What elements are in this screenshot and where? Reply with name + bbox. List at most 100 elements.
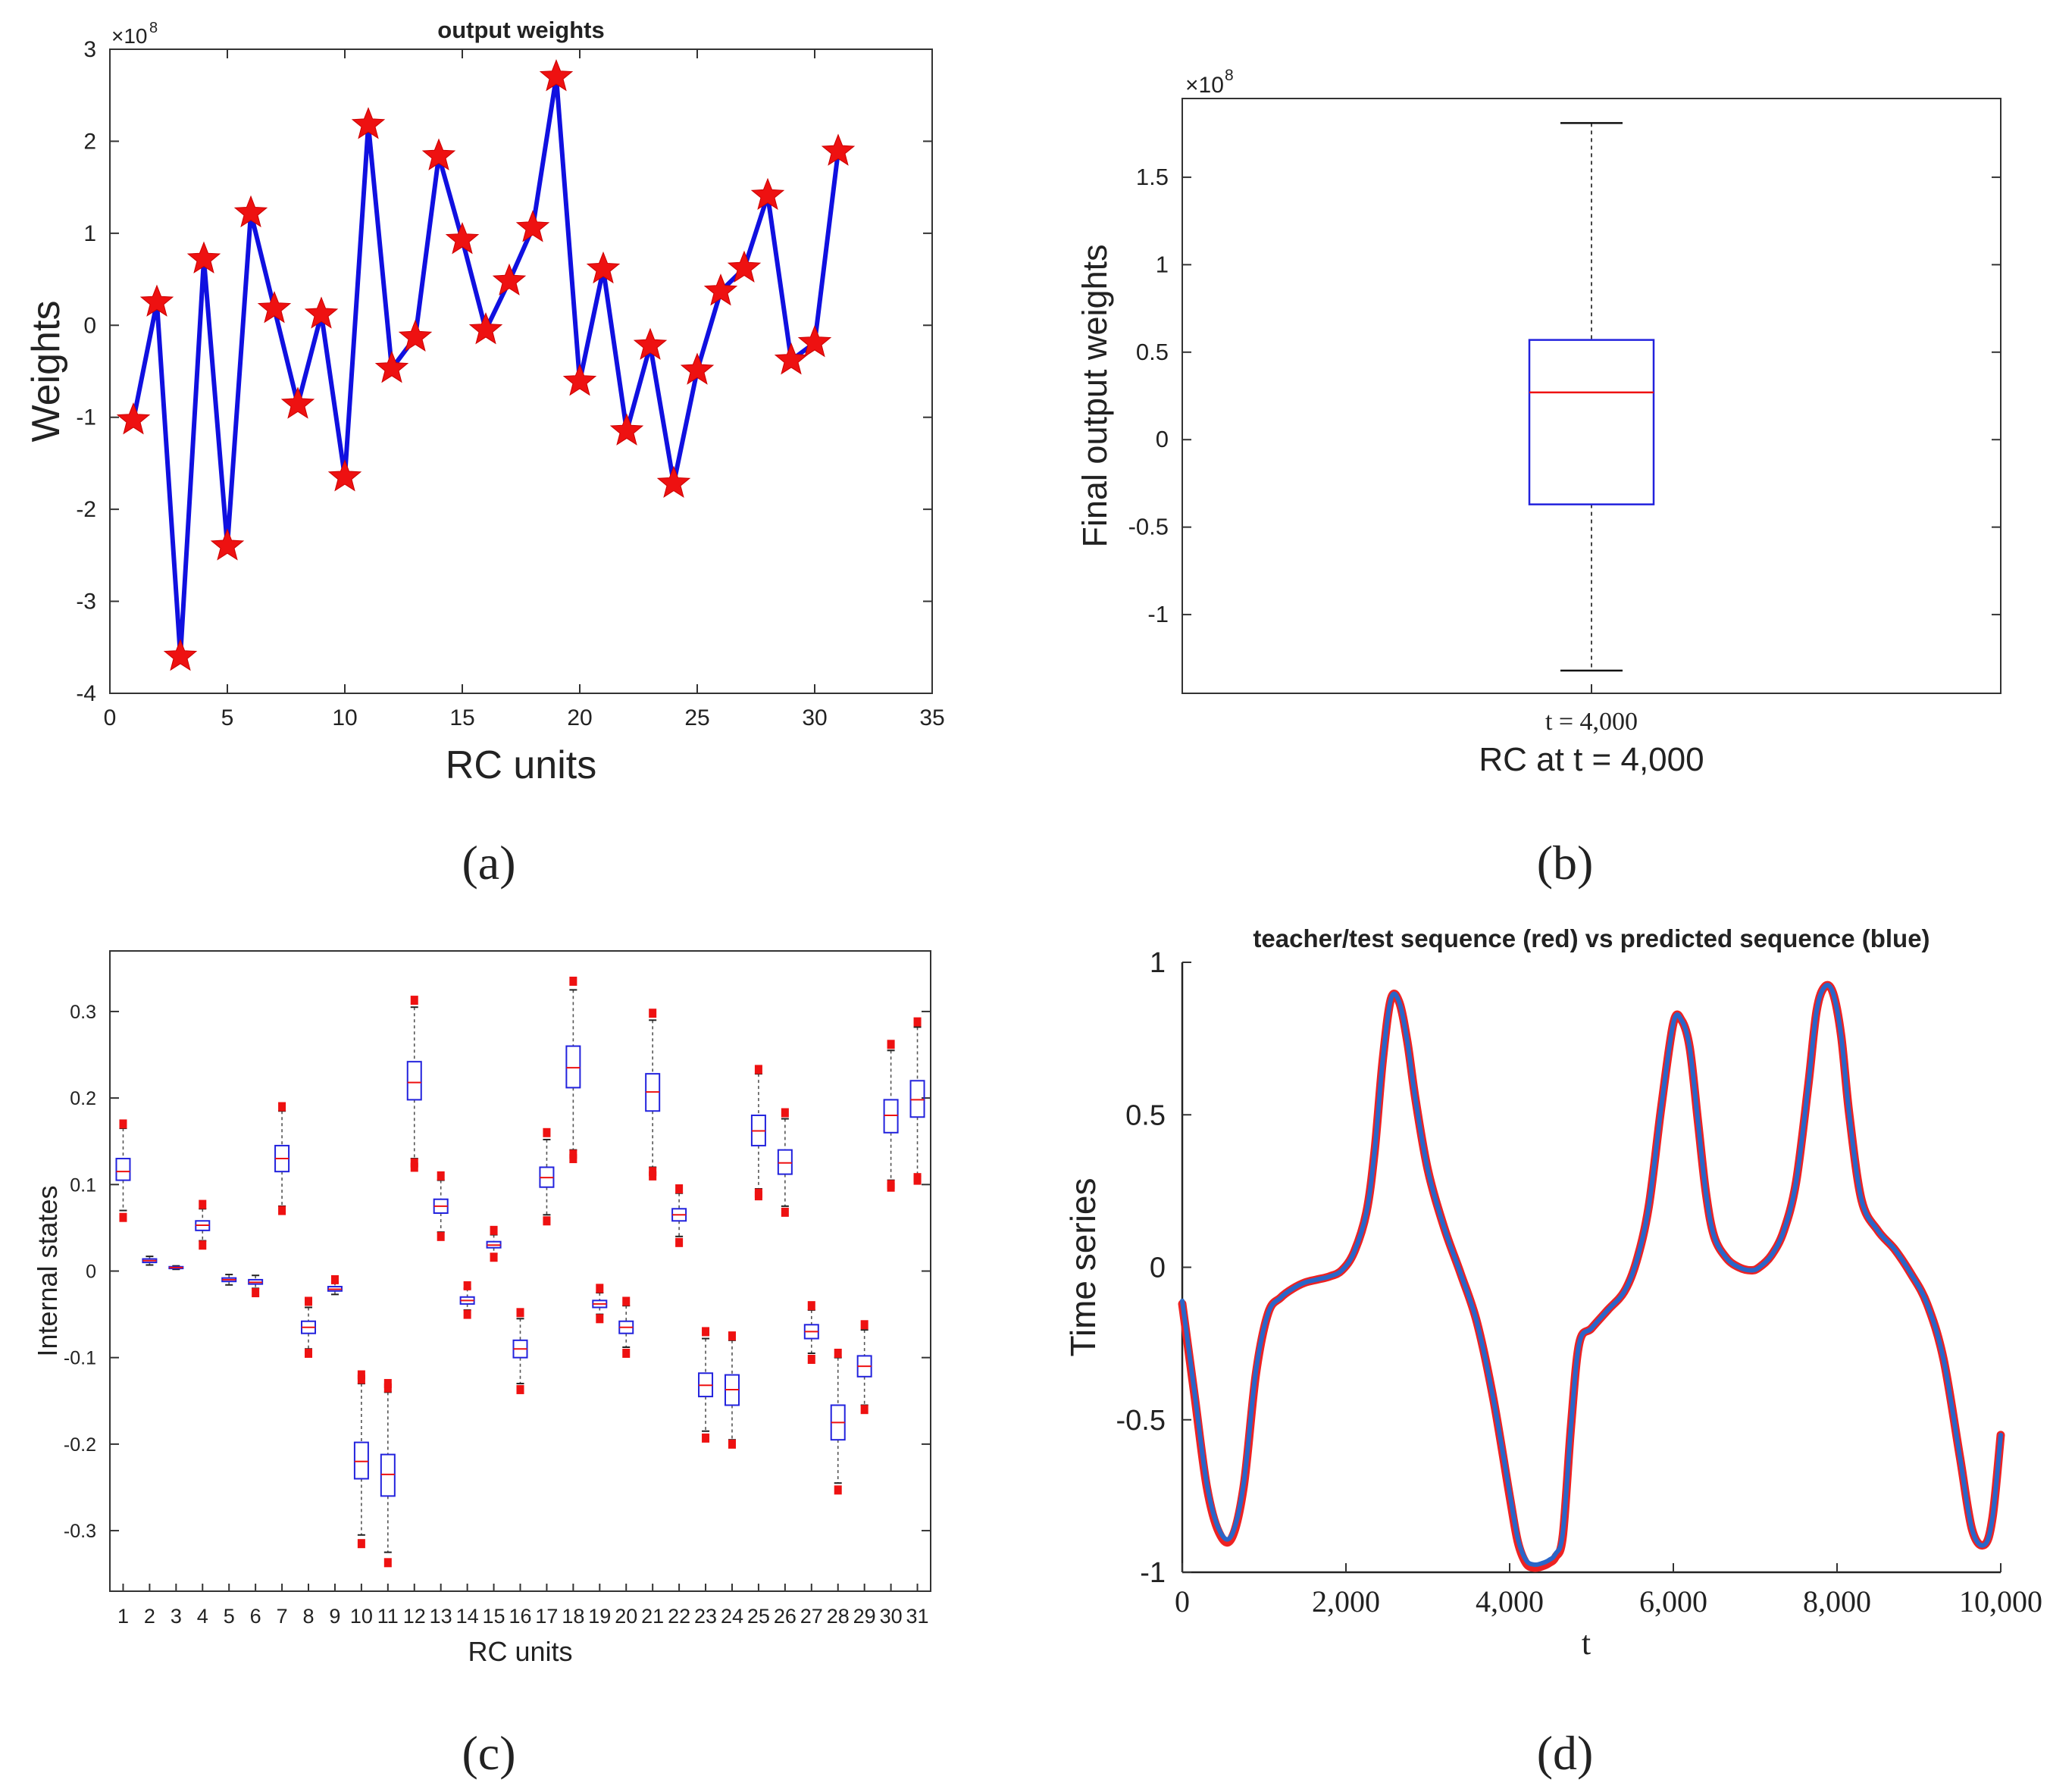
x-tick-label: 7 bbox=[277, 1605, 288, 1628]
weight-marker bbox=[821, 133, 856, 166]
box-iqr bbox=[909, 1080, 925, 1118]
y-tick-label: -3 bbox=[76, 590, 96, 615]
box-outlier bbox=[675, 1237, 684, 1247]
x-tick-label: 18 bbox=[562, 1605, 584, 1628]
panel-label-d: (d) bbox=[1537, 1726, 1594, 1780]
box-outlier bbox=[754, 1188, 762, 1198]
x-tick-label: 0 bbox=[1175, 1584, 1190, 1618]
box-iqr bbox=[406, 1061, 422, 1101]
weight-marker bbox=[304, 296, 339, 329]
box-outlier bbox=[913, 1017, 922, 1027]
x-tick-label: 25 bbox=[747, 1605, 770, 1628]
box-outlier bbox=[649, 1167, 657, 1177]
panel-a-chart: 0 5 10 15 20 25 30 35 -4 -3 -2 -1 0 1 2 3 ×10 8 output wei… bbox=[24, 17, 945, 787]
y-tick-label: -0.1 bbox=[64, 1348, 96, 1369]
x-tick-label: 27 bbox=[800, 1605, 823, 1628]
box-outlier bbox=[913, 1173, 922, 1183]
x-axis-label: RC units bbox=[446, 743, 596, 787]
x-tick-label: 5 bbox=[221, 705, 234, 730]
y-tick-label: 1 bbox=[1156, 251, 1169, 277]
x-tick-label: 17 bbox=[535, 1605, 558, 1628]
box-outlier bbox=[278, 1102, 286, 1112]
chart-title: teacher/test sequence (red) vs predicted… bbox=[1253, 924, 1930, 952]
y-tick-label: -1 bbox=[1140, 1557, 1166, 1589]
weight-marker bbox=[468, 312, 503, 345]
x-tick-label: 8,000 bbox=[1803, 1584, 1871, 1618]
y-tick-label: 0 bbox=[1156, 426, 1169, 452]
chart-title: output weights bbox=[437, 17, 604, 43]
x-tick-label: 22 bbox=[668, 1605, 690, 1628]
box-iqr bbox=[380, 1453, 396, 1497]
weight-marker bbox=[680, 352, 715, 385]
plot-frame bbox=[109, 48, 933, 694]
weight-marker bbox=[797, 325, 832, 358]
y-tick-label: -2 bbox=[76, 497, 96, 522]
box-outlier bbox=[357, 1370, 365, 1380]
box-outlier bbox=[675, 1184, 684, 1194]
weight-marker bbox=[562, 364, 597, 396]
box-outlier bbox=[781, 1108, 789, 1118]
box-outlier bbox=[702, 1433, 710, 1443]
x-tick-label: 31 bbox=[906, 1605, 929, 1628]
x-tick-label: 15 bbox=[483, 1605, 505, 1628]
box-iqr bbox=[1528, 339, 1655, 505]
weight-marker bbox=[703, 274, 738, 306]
exponent-label: ×10 bbox=[111, 24, 148, 48]
box-outlier bbox=[807, 1301, 815, 1311]
box-iqr bbox=[883, 1099, 899, 1134]
plot-frame bbox=[109, 950, 931, 1592]
y-tick-label: 0.1 bbox=[70, 1174, 96, 1196]
weight-marker bbox=[233, 195, 268, 228]
box-outlier bbox=[410, 996, 418, 1005]
y-tick-label: -0.3 bbox=[64, 1521, 96, 1542]
y-axis-label: Internal states bbox=[32, 1185, 63, 1356]
box-outlier bbox=[728, 1439, 736, 1449]
box-outlier bbox=[199, 1240, 207, 1250]
x-tick-label: 11 bbox=[377, 1605, 399, 1628]
weight-marker bbox=[351, 107, 386, 139]
weight-marker bbox=[186, 241, 221, 274]
box-outlier bbox=[649, 1009, 657, 1018]
box-outlier bbox=[463, 1281, 471, 1290]
y-tick-label: 0.5 bbox=[1136, 339, 1169, 365]
series-line-teacher bbox=[1178, 980, 2005, 1572]
x-tick-label: 4,000 bbox=[1476, 1584, 1544, 1618]
y-tick-label: 0.5 bbox=[1125, 1099, 1166, 1131]
y-tick-label: 1 bbox=[1150, 947, 1166, 979]
x-tick-label: t = 4,000 bbox=[1545, 708, 1638, 736]
weight-marker bbox=[492, 263, 527, 296]
weight-marker bbox=[445, 222, 480, 255]
x-tick-label: 26 bbox=[774, 1605, 797, 1628]
y-tick-label: -0.5 bbox=[1116, 1405, 1166, 1437]
x-tick-label: 30 bbox=[880, 1605, 903, 1628]
box-iqr bbox=[565, 1045, 581, 1089]
x-tick-label: 28 bbox=[827, 1605, 850, 1628]
weight-marker bbox=[163, 639, 198, 671]
box-outlier bbox=[357, 1539, 365, 1549]
weight-marker bbox=[116, 402, 151, 435]
y-tick-label: 0 bbox=[1150, 1253, 1166, 1284]
box-outlier bbox=[516, 1384, 524, 1394]
x-tick-label: 20 bbox=[615, 1605, 637, 1628]
box-outlier bbox=[490, 1253, 498, 1262]
exponent-power: 8 bbox=[149, 20, 158, 36]
y-tick-label: -0.2 bbox=[64, 1434, 96, 1456]
weight-marker bbox=[586, 251, 621, 284]
box-outlier bbox=[252, 1288, 260, 1298]
x-tick-label: 24 bbox=[721, 1605, 743, 1628]
box-outlier bbox=[543, 1127, 551, 1137]
box-outlier bbox=[807, 1354, 815, 1364]
x-axis-label: t bbox=[1582, 1625, 1591, 1662]
box-outlier bbox=[702, 1327, 710, 1337]
box-outlier bbox=[860, 1320, 869, 1330]
weight-marker bbox=[280, 386, 315, 419]
x-tick-label: 4 bbox=[197, 1605, 208, 1628]
x-tick-label: 10 bbox=[350, 1605, 373, 1628]
box-outlier bbox=[490, 1225, 498, 1235]
series-line-predicted bbox=[1180, 983, 2003, 1568]
box-iqr bbox=[115, 1158, 131, 1181]
box-outlier bbox=[199, 1199, 207, 1209]
exponent-power: 8 bbox=[1225, 67, 1234, 84]
y-tick-label: 0 bbox=[83, 313, 96, 338]
x-axis-label: RC at t = 4,000 bbox=[1479, 741, 1704, 778]
